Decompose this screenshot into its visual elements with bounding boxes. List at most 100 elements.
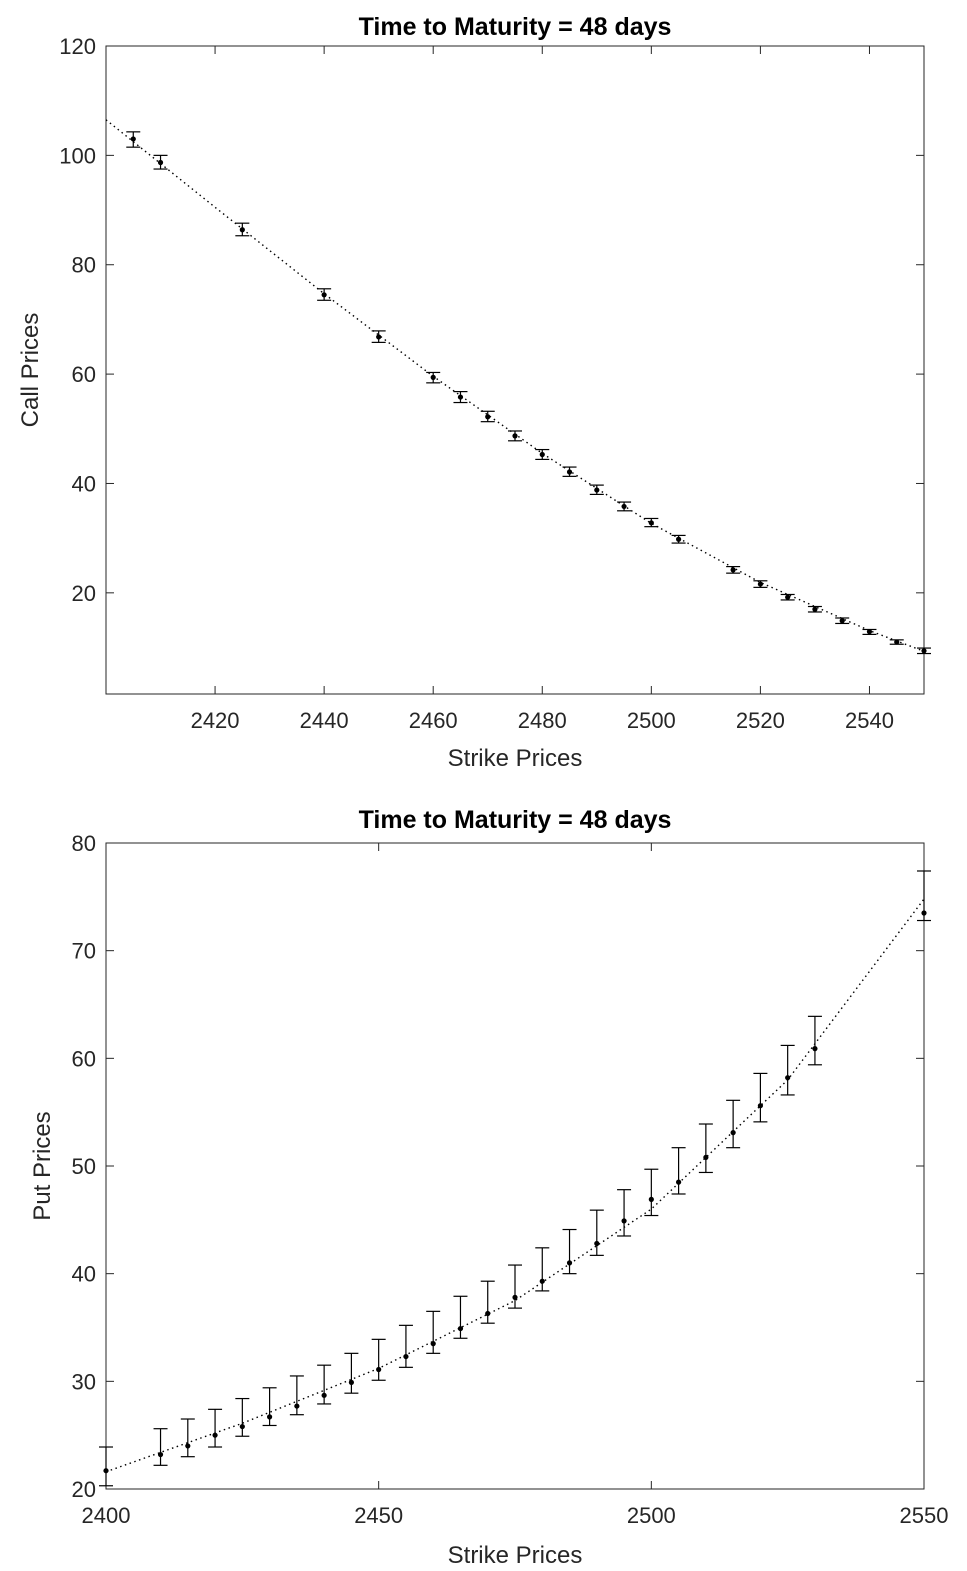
put-error-bar-point bbox=[508, 1264, 522, 1309]
call-data-point bbox=[894, 639, 900, 645]
call-error-bar-point bbox=[780, 593, 795, 601]
call-data-point bbox=[676, 536, 682, 542]
put-x-tick-label: 2450 bbox=[354, 1503, 403, 1528]
put-y-tick-label: 60 bbox=[72, 1046, 96, 1071]
put-error-bar-point bbox=[426, 1310, 441, 1354]
put-error-bar-point bbox=[453, 1295, 468, 1339]
call-y-tick-label: 60 bbox=[72, 362, 96, 387]
put-x-tick-label: 2500 bbox=[627, 1503, 676, 1528]
call-x-tick-label: 2500 bbox=[627, 708, 676, 733]
put-fit-line bbox=[105, 898, 925, 1473]
put-data-point bbox=[539, 1278, 545, 1284]
put-data-point bbox=[212, 1432, 218, 1438]
call-x-tick-label: 2420 bbox=[191, 708, 240, 733]
put-error-bar-point bbox=[99, 1446, 113, 1487]
call-data-point bbox=[621, 503, 627, 510]
put-data-point bbox=[566, 1260, 573, 1266]
call-y-tick-label: 20 bbox=[72, 581, 96, 606]
call-data-point bbox=[430, 374, 436, 380]
call-error-bar-point bbox=[862, 628, 877, 635]
call-error-bar-point bbox=[371, 330, 386, 343]
put-error-bar-point bbox=[180, 1418, 195, 1458]
put-error-bar-point bbox=[780, 1044, 795, 1096]
put-x-ticks: 2400 2450 2500 2550 bbox=[82, 843, 949, 1528]
call-data-point bbox=[376, 334, 382, 340]
put-data-point bbox=[457, 1325, 464, 1332]
call-fit-line bbox=[105, 119, 925, 652]
call-data-point bbox=[757, 581, 764, 587]
put-x-tick-label: 2400 bbox=[82, 1503, 131, 1528]
call-data-point bbox=[730, 567, 736, 573]
put-y-tick-label: 80 bbox=[72, 831, 96, 856]
call-x-tick-label: 2480 bbox=[518, 708, 567, 733]
put-error-bar-point bbox=[617, 1189, 632, 1237]
put-data-point bbox=[239, 1423, 245, 1430]
call-error-bar-point bbox=[480, 410, 495, 423]
put-price-chart: Time to Maturity = 48 days 2400 2450 2500 2… bbox=[29, 806, 948, 1569]
call-data-point bbox=[512, 433, 518, 439]
call-data-point bbox=[812, 606, 818, 612]
put-y-tick-label: 30 bbox=[72, 1369, 96, 1394]
put-data-point bbox=[103, 1468, 109, 1474]
call-data-point bbox=[485, 414, 491, 420]
put-error-bar-point bbox=[398, 1324, 413, 1368]
call-price-chart: Time to Maturity = 48 days 2420 2440 2460 2… bbox=[17, 13, 931, 772]
put-error-bar-point bbox=[562, 1228, 577, 1275]
put-error-bar-point bbox=[153, 1428, 168, 1466]
call-data-point bbox=[239, 227, 245, 233]
call-y-tick-label: 80 bbox=[72, 253, 96, 278]
put-data-point bbox=[348, 1379, 354, 1386]
put-error-bar-point bbox=[535, 1247, 550, 1292]
call-error-bar-point bbox=[535, 448, 550, 461]
call-error-bar-point bbox=[426, 371, 441, 384]
call-error-bar-point bbox=[726, 565, 741, 574]
call-x-ticks: 2420 2440 2460 2480 2500 2520 2540 bbox=[191, 46, 894, 733]
put-error-bar-point bbox=[698, 1123, 713, 1174]
put-error-bar-point bbox=[371, 1338, 386, 1381]
call-chart-title: Time to Maturity = 48 days bbox=[359, 13, 672, 41]
put-data-point bbox=[485, 1310, 491, 1317]
put-y-tick-label: 40 bbox=[72, 1262, 96, 1287]
put-error-bar-point bbox=[289, 1375, 304, 1416]
put-data-point bbox=[785, 1075, 791, 1081]
put-data-point bbox=[921, 910, 927, 916]
call-data-point bbox=[921, 648, 927, 654]
put-data-point bbox=[267, 1414, 273, 1420]
put-error-bar-point bbox=[726, 1099, 741, 1149]
call-error-bar-point bbox=[235, 222, 250, 237]
call-error-bar-point bbox=[126, 131, 141, 148]
put-error-bar-point bbox=[671, 1147, 686, 1195]
call-data-point bbox=[566, 469, 573, 475]
call-error-bar-point bbox=[317, 288, 332, 301]
put-data-point bbox=[703, 1154, 709, 1160]
call-error-bar-point bbox=[671, 534, 686, 544]
call-y-axis-label: Call Prices bbox=[17, 313, 44, 428]
put-x-axis-label: Strike Prices bbox=[448, 1542, 583, 1569]
call-error-bar-point bbox=[589, 484, 604, 496]
put-plot-area bbox=[105, 842, 925, 1490]
put-error-bar-point bbox=[807, 1015, 822, 1066]
call-x-tick-label: 2460 bbox=[409, 708, 458, 733]
call-data-point bbox=[839, 618, 845, 624]
put-error-bar-point bbox=[317, 1364, 332, 1405]
call-data-point bbox=[594, 487, 600, 493]
call-x-tick-label: 2440 bbox=[300, 708, 349, 733]
call-error-bar-point bbox=[562, 466, 577, 477]
call-error-bar-point bbox=[644, 517, 659, 528]
put-data-point bbox=[157, 1451, 164, 1458]
put-data-point bbox=[730, 1130, 736, 1136]
put-data-point bbox=[430, 1341, 436, 1347]
put-data-point bbox=[403, 1353, 409, 1360]
put-error-bar-point bbox=[753, 1072, 768, 1123]
put-x-tick-label: 2550 bbox=[900, 1503, 949, 1528]
put-data-point bbox=[321, 1392, 327, 1398]
put-y-axis-label: Put Prices bbox=[29, 1111, 56, 1220]
call-error-bar-point bbox=[453, 391, 468, 404]
call-y-ticks: 20 40 60 80 100 120 bbox=[59, 34, 924, 606]
put-chart-title: Time to Maturity = 48 days bbox=[359, 806, 672, 834]
call-data-point bbox=[539, 451, 545, 458]
put-data-point bbox=[812, 1046, 818, 1052]
put-y-ticks: 20 30 40 50 60 70 80 bbox=[72, 831, 924, 1502]
call-data-point bbox=[457, 394, 464, 400]
